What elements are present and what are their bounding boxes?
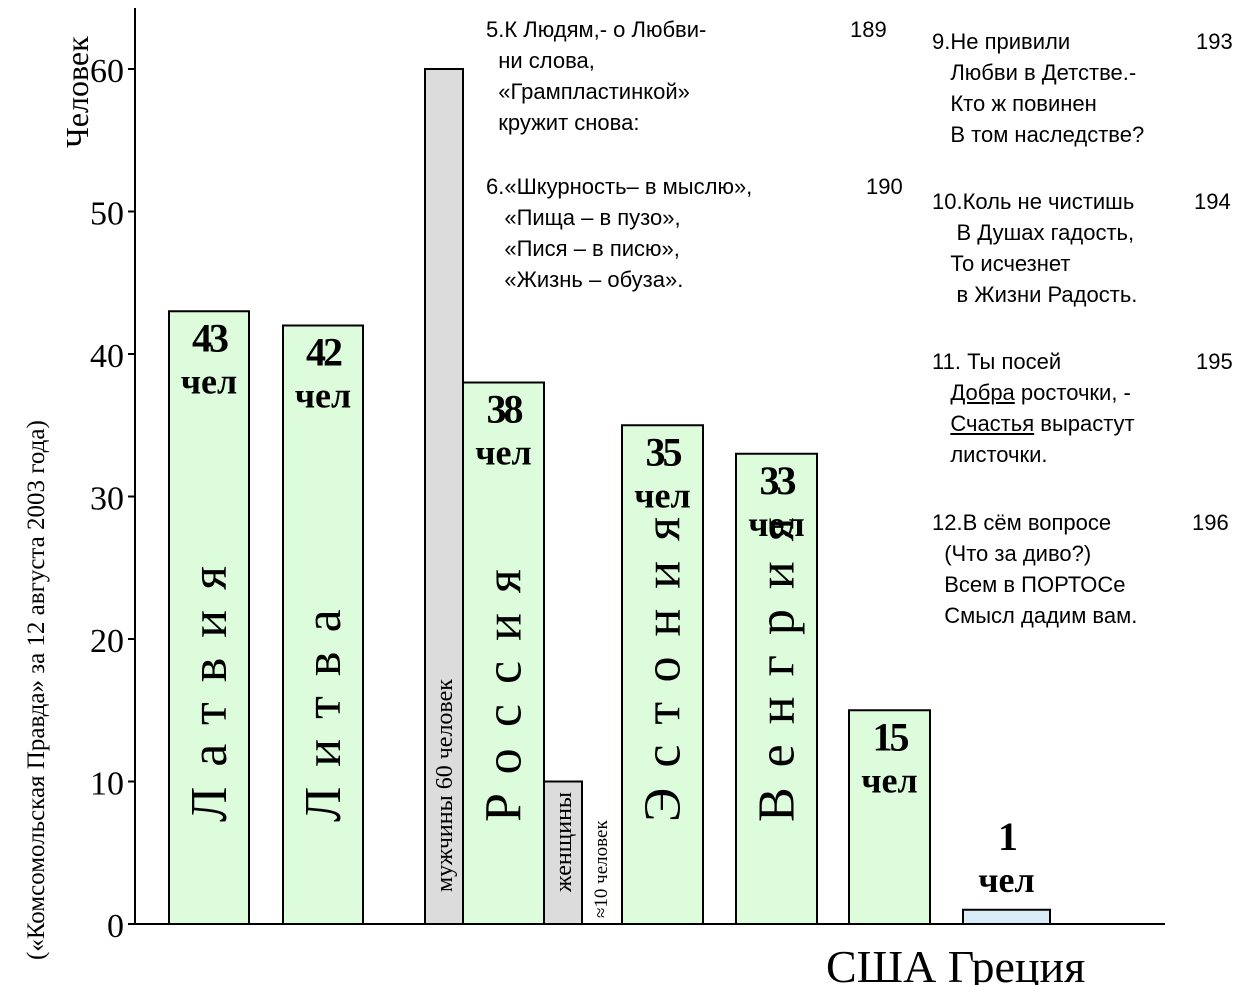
poem-line: 12.В сём вопросе [932, 510, 1112, 535]
poem-line: «Пища – в пузо», [486, 205, 681, 230]
y-tick-label: 30 [90, 481, 124, 518]
poem-line: Кто ж повинен [932, 91, 1097, 116]
poem-line: В Душах гадость, [932, 220, 1135, 245]
y-tick-label: 40 [90, 338, 124, 375]
poem-line: В том наследстве? [932, 122, 1145, 147]
poem-line: в Жизни Радость. [932, 282, 1138, 307]
poem-11-number: 195 [1196, 349, 1233, 374]
bar-name-russia: Россия [476, 549, 533, 822]
bar-latvia [168, 310, 250, 925]
value-unit-label: чел [295, 376, 351, 416]
value-label: 1 [998, 814, 1016, 859]
poem-12: 196 12.В сём вопросе (Что за диво?) Всем… [932, 507, 1247, 631]
poem-line: 5.К Людям,- о Любви- [486, 17, 707, 42]
word-dobra: Добра [950, 380, 1015, 405]
bar-women [543, 780, 583, 925]
poem-line: кружит снова: [486, 110, 640, 135]
poem-9: 193 9.Не привили Любви в Детстве.- Кто ж… [932, 26, 1247, 150]
poem-12-number: 196 [1192, 510, 1229, 535]
poem-line: ни слова, [486, 48, 595, 73]
poem-text: вырастут [1034, 411, 1135, 436]
y-ticks: 0 10 20 30 40 50 60 [90, 53, 135, 945]
bar-lithuania [282, 324, 364, 925]
poem-line: Всем в ПОРТОСе [932, 572, 1126, 597]
poem-line: «Жизнь – обуза». [486, 267, 684, 292]
poem-5-number: 189 [850, 17, 887, 42]
y-tick-label: 60 [90, 53, 124, 90]
y-tick-label: 10 [90, 766, 124, 803]
bar-name-men: мужчины 60 человек [432, 679, 458, 892]
value-unit-label: чел [748, 504, 804, 544]
y-tick-label: 50 [90, 196, 124, 233]
value-unit-label: чел [861, 760, 917, 800]
women-note: ≈10 человек [591, 820, 612, 918]
poem-line-group: Счастья вырастут [932, 408, 1247, 439]
poem-line: Смысл дадим вам. [932, 603, 1138, 628]
bar-usa [848, 709, 931, 925]
value-unit-label: чел [181, 361, 237, 401]
y-tick-label: 0 [107, 908, 124, 945]
value-label: 38 [487, 387, 523, 432]
poem-6: 190 6.«Шкурность– в мыслю», «Пища – в пу… [486, 171, 906, 295]
y-axis-title: Человек [59, 36, 95, 148]
poem-line: Любви в Детстве.- [932, 60, 1137, 85]
bar-estonia [621, 424, 704, 925]
poem-6-number: 190 [866, 174, 903, 199]
poem-10: 194 10.Коль не чистишь В Душах гадость, … [932, 186, 1247, 310]
poem-9-number: 193 [1196, 29, 1233, 54]
y-tick-label: 20 [90, 623, 124, 660]
value-unit-label: чел [978, 860, 1034, 900]
poem-line: 9.Не привили [932, 29, 1071, 54]
poem-line: листочки. [932, 442, 1048, 467]
poem-line-group: Добра росточки, - [932, 377, 1247, 408]
bar-name-latvia: Латвия [181, 546, 238, 822]
value-unit-label: чел [475, 433, 531, 473]
poem-line: 6.«Шкурность– в мыслю», [486, 174, 753, 199]
poem-11: 195 11. Ты посей Добра росточки, - Счаст… [932, 346, 1247, 470]
word-schastya: Счастья [950, 411, 1035, 436]
bar-greece [962, 908, 1051, 925]
value-label: 35 [646, 429, 682, 474]
bar-hungary [735, 452, 818, 925]
bar-russia [462, 381, 545, 925]
poem-10-number: 194 [1194, 189, 1231, 214]
poem-line: То исчезнет [932, 251, 1071, 276]
value-label: 42 [306, 330, 342, 375]
bar-name-women: женщины [551, 792, 577, 893]
poem-line: «Пися – в писю», [486, 236, 680, 261]
bar-name-lithuania: Литва [295, 589, 352, 822]
poem-line: (Что за диво?) [932, 541, 1092, 566]
source-note: («Комсомольская Правда» за 12 августа 20… [23, 420, 50, 960]
value-label: 15 [873, 714, 909, 759]
poem-line: «Грампластинкой» [486, 79, 690, 104]
poem-line: 11. Ты посей [932, 349, 1062, 374]
poem-line: 10.Коль не чистишь [932, 189, 1135, 214]
poem-5: 189 5.К Людям,- о Любви- ни слова, «Грам… [486, 14, 906, 138]
value-unit-label: чел [634, 475, 690, 515]
poem-text: росточки, - [1014, 380, 1131, 405]
value-label: 43 [192, 315, 228, 360]
value-label: 33 [760, 458, 796, 503]
bar-name-estonia: Эстония [635, 497, 692, 822]
bottom-country-label: США Греция [826, 941, 1085, 985]
bar-name-hungary: Венгрия [749, 497, 806, 822]
